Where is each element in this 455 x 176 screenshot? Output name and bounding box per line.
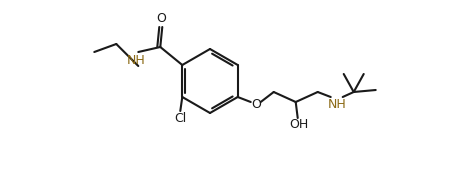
Text: Cl: Cl	[174, 112, 187, 125]
Text: O: O	[251, 98, 261, 111]
Text: NH: NH	[127, 54, 146, 67]
Text: O: O	[157, 12, 166, 26]
Text: OH: OH	[289, 118, 308, 131]
Text: NH: NH	[327, 99, 346, 112]
